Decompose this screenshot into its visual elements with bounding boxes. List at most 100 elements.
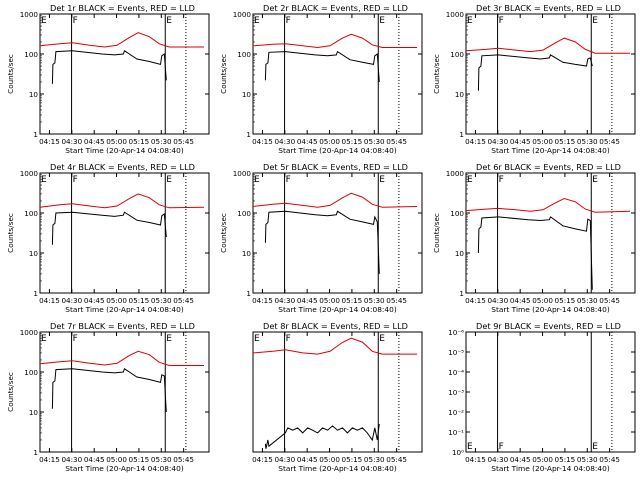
x-tick-label: 04:15 [39, 137, 60, 146]
y-axis-label: Counts/sec [432, 54, 441, 94]
series-line-events [51, 368, 167, 413]
x-tick-label: 05:15 [342, 455, 363, 464]
x-tick-label: 05:45 [599, 296, 620, 305]
marker-label: E [467, 16, 473, 26]
marker-label: F [73, 175, 78, 185]
marker-label: E [592, 442, 598, 452]
plot-frame [39, 13, 210, 135]
marker-label: E [592, 16, 598, 26]
x-tick-label: 05:15 [555, 455, 576, 464]
x-tick-label: 04:30 [274, 296, 295, 305]
y-tick-label: 10 [242, 90, 252, 99]
marker-label: F [286, 16, 291, 26]
marker-label: F [499, 16, 504, 26]
x-tick-label: 04:15 [465, 137, 486, 146]
marker-label: E [166, 16, 172, 26]
y-tick-label: 1000 [20, 328, 39, 337]
series-line-lld [39, 350, 204, 366]
marker-label: F [73, 334, 78, 344]
x-tick-label: 04:30 [274, 137, 295, 146]
chart-title: Det 1r BLACK = Events, RED = LLD [50, 3, 195, 13]
chart-title: Det 6r BLACK = Events, RED = LLD [476, 162, 621, 172]
y-tick-label: 10 [29, 90, 39, 99]
x-tick-label: 04:30 [487, 296, 508, 305]
plot-frame [252, 172, 423, 294]
series-line-lld [252, 192, 418, 208]
y-tick-label: 100 [24, 50, 38, 59]
series-line-events [264, 210, 380, 274]
chart-panel-7: Det 7r BLACK = Events, RED = LLD 1 10 100 10… [6, 321, 210, 473]
y-tick-label: 1000 [233, 10, 252, 19]
plot-frame [465, 13, 636, 135]
x-tick-label: 05:45 [173, 137, 194, 146]
x-tick-label: 05:30 [364, 455, 385, 464]
x-axis-label: Start Time (20-Apr-14 04:08:40) [278, 464, 397, 473]
chart-title: Det 5r BLACK = Events, RED = LLD [263, 162, 408, 172]
y-tick-label: 10 [29, 249, 39, 258]
series-line-events [51, 211, 167, 245]
x-tick-label: 05:30 [577, 296, 598, 305]
plot-frame [39, 331, 210, 453]
series-line-events [51, 50, 167, 84]
y-axis-label: Counts/sec [219, 54, 228, 94]
x-tick-label: 05:15 [342, 296, 363, 305]
y-tick-label: 100 [237, 209, 251, 218]
x-axis-label: Start Time (20-Apr-14 04:08:40) [278, 305, 397, 314]
x-tick-label: 05:30 [577, 455, 598, 464]
marker-label: E [41, 334, 47, 344]
x-tick-label: 04:30 [61, 296, 82, 305]
x-axis-label: Start Time (20-Apr-14 04:08:40) [65, 146, 184, 155]
y-tick-label: 100 [450, 209, 464, 218]
x-axis-label: Start Time (20-Apr-14 04:08:40) [491, 305, 610, 314]
chart-panel-9: Det 9r BLACK = Events, RED = LLD 10⁰ 10⁻¹ 1… [448, 321, 636, 473]
marker-label: F [499, 442, 504, 452]
series-line-lld [465, 197, 631, 213]
x-tick-label: 05:15 [555, 296, 576, 305]
x-tick-label: 05:15 [555, 137, 576, 146]
y-axis-label: Counts/sec [6, 54, 15, 94]
x-tick-label: 04:15 [252, 137, 273, 146]
x-tick-label: 05:00 [106, 296, 127, 305]
y-axis-label: Counts/sec [432, 213, 441, 253]
x-tick-label: 04:45 [510, 296, 531, 305]
y-tick-label: 1 [33, 448, 38, 457]
marker-label: F [286, 334, 291, 344]
x-tick-label: 05:45 [386, 137, 407, 146]
x-tick-label: 05:00 [319, 137, 340, 146]
chart-title: Det 7r BLACK = Events, RED = LLD [50, 321, 195, 331]
marker-label: E [467, 175, 473, 185]
chart-panel-6: Det 6r BLACK = Events, RED = LLD 1 10 100 10… [432, 162, 636, 314]
marker-label: E [254, 334, 260, 344]
y-axis-label: Counts/sec [219, 213, 228, 253]
y-tick-label: 10⁻⁶ [448, 328, 464, 337]
y-tick-label: 10⁰ [452, 448, 464, 457]
chart-panel-1: Det 1r BLACK = Events, RED = LLD 1 10 100 10… [6, 3, 210, 155]
marker-label: E [254, 16, 260, 26]
marker-label: E [379, 334, 385, 344]
x-axis-label: Start Time (20-Apr-14 04:08:40) [65, 464, 184, 473]
x-axis-label: Start Time (20-Apr-14 04:08:40) [491, 146, 610, 155]
series-line-events [477, 54, 593, 91]
marker-label: F [499, 175, 504, 185]
marker-label: E [166, 334, 172, 344]
chart-panel-2: Det 2r BLACK = Events, RED = LLD 1 10 100 10… [219, 3, 423, 155]
x-tick-label: 04:15 [252, 455, 273, 464]
marker-label: E [467, 442, 473, 452]
y-tick-label: 10⁻⁴ [448, 368, 464, 377]
marker-label: E [41, 16, 47, 26]
x-tick-label: 05:30 [364, 296, 385, 305]
marker-label: E [379, 175, 385, 185]
x-tick-label: 05:45 [173, 296, 194, 305]
chart-panel-5: Det 5r BLACK = Events, RED = LLD 1 10 100 10… [219, 162, 423, 314]
y-tick-label: 100 [24, 368, 38, 377]
series-line-events [264, 50, 380, 83]
y-tick-label: 10 [455, 90, 465, 99]
y-tick-label: 10 [242, 249, 252, 258]
x-tick-label: 04:30 [487, 137, 508, 146]
y-tick-label: 1 [459, 289, 464, 298]
x-tick-label: 04:45 [297, 296, 318, 305]
chart-title: Det 8r BLACK = Events, RED = LLD [263, 321, 408, 331]
x-tick-label: 05:45 [386, 296, 407, 305]
y-tick-label: 1 [33, 130, 38, 139]
chart-title: Det 9r BLACK = Events, RED = LLD [476, 321, 621, 331]
